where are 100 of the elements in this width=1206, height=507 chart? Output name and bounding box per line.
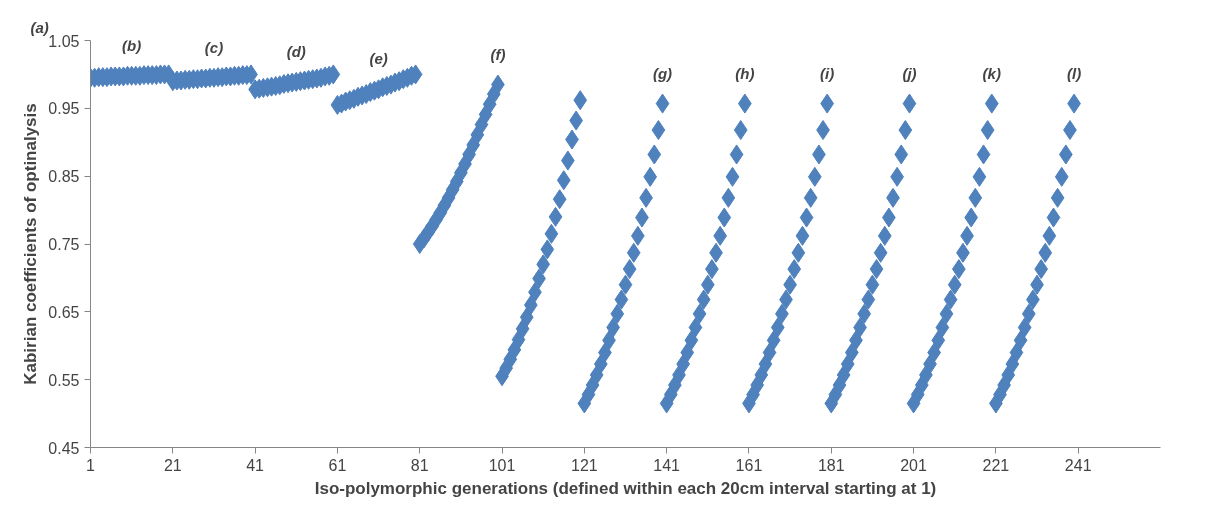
point <box>721 187 736 208</box>
point <box>976 144 991 165</box>
point <box>684 330 699 351</box>
point <box>939 303 954 324</box>
point <box>943 289 958 310</box>
point <box>536 254 551 275</box>
x-tick-label: 201 <box>900 456 928 474</box>
point <box>873 242 888 263</box>
x-tick-label: 61 <box>328 456 347 474</box>
point <box>1013 330 1028 351</box>
y-axis-title: Kabirian coefficients of optinalysis <box>21 103 41 385</box>
text: (a) <box>30 18 49 36</box>
point <box>696 289 711 310</box>
point <box>1050 187 1065 208</box>
point <box>869 259 884 280</box>
annotation: (b) <box>122 36 142 54</box>
point <box>643 166 658 187</box>
point <box>857 303 872 324</box>
x-tick-label: 141 <box>653 456 681 474</box>
x-tick-label: 21 <box>163 456 182 474</box>
point <box>593 354 608 375</box>
point <box>680 342 695 363</box>
point <box>894 144 909 165</box>
point <box>1009 342 1024 363</box>
point <box>770 317 785 338</box>
point <box>548 206 563 227</box>
x-tick-label: 1 <box>86 456 96 474</box>
point <box>688 317 703 338</box>
point <box>972 166 987 187</box>
point <box>540 239 555 260</box>
point <box>610 303 625 324</box>
point <box>799 207 814 228</box>
annotation: (k) <box>982 64 1001 82</box>
point <box>733 120 748 141</box>
y-tick-label: 0.55 <box>48 371 80 389</box>
point <box>647 144 662 165</box>
point <box>1046 207 1061 228</box>
point <box>931 330 946 351</box>
point <box>729 144 744 165</box>
point <box>1005 354 1020 375</box>
annotation: (h) <box>735 64 755 82</box>
point <box>902 93 917 114</box>
x-tick-label: 241 <box>1064 456 1092 474</box>
x-tick-label: 101 <box>488 456 516 474</box>
y-tick-label: 1.05 <box>48 32 80 50</box>
annotation: (f) <box>490 45 506 63</box>
x-axis-title: Iso-polymorphic generations (defined within each 20cm interval starting at 1) <box>314 478 937 498</box>
point <box>898 120 913 141</box>
point <box>692 303 707 324</box>
annotation: (i) <box>820 64 835 82</box>
point <box>519 307 534 328</box>
point <box>651 120 666 141</box>
point <box>980 120 995 141</box>
point <box>618 274 633 295</box>
point <box>556 170 571 191</box>
point <box>762 342 777 363</box>
point <box>1054 166 1069 187</box>
point <box>622 259 637 280</box>
x-tick-label: 181 <box>817 456 845 474</box>
point <box>935 317 950 338</box>
x-tick-label: 121 <box>571 456 598 474</box>
point <box>861 289 876 310</box>
annotation: (c) <box>204 38 224 56</box>
point <box>807 166 822 187</box>
annotation: (l) <box>1067 64 1082 82</box>
point <box>984 93 999 114</box>
point <box>787 259 802 280</box>
point <box>865 274 880 295</box>
point <box>877 225 892 246</box>
point <box>552 189 567 210</box>
point <box>964 207 979 228</box>
y-tick-label: 0.65 <box>48 303 80 321</box>
x-tick-label: 41 <box>246 456 265 474</box>
point <box>700 274 715 295</box>
x-tick-label: 221 <box>982 456 1010 474</box>
point <box>1021 303 1036 324</box>
x-tick-label: 81 <box>410 456 429 474</box>
point <box>795 225 810 246</box>
x-tick-label: 161 <box>735 456 763 474</box>
point <box>1038 242 1053 263</box>
annotation: (e) <box>369 50 388 68</box>
y-tick-label: 0.75 <box>48 236 80 253</box>
point <box>544 223 559 244</box>
y-tick-label: 0.85 <box>48 168 80 186</box>
point <box>626 242 641 263</box>
y-tick-label: 0.45 <box>48 439 80 457</box>
point <box>573 90 588 111</box>
point <box>717 207 732 228</box>
point <box>803 187 818 208</box>
point <box>1042 225 1057 246</box>
point <box>614 289 629 310</box>
point <box>791 242 806 263</box>
point <box>840 354 855 375</box>
annotation: (j) <box>902 64 917 82</box>
y-tick-label: 0.95 <box>48 100 80 118</box>
point <box>655 93 670 114</box>
annotation: (d) <box>286 42 306 60</box>
annotation: (g) <box>652 64 673 82</box>
point <box>725 166 740 187</box>
point <box>968 187 983 208</box>
